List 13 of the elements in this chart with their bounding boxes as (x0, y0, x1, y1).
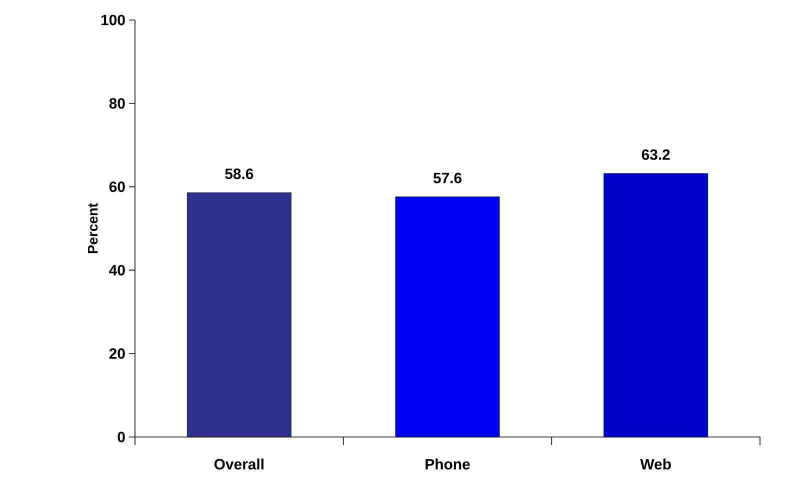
data-label: 57.6 (433, 172, 462, 184)
data-label: 63.2 (642, 149, 670, 160)
y-tick-label: 60 (109, 182, 125, 192)
y-tick-label: 80 (109, 98, 125, 109)
y-tick-label: 0 (118, 432, 125, 442)
y-tick-label: 40 (109, 264, 125, 276)
y-tick-label: 100 (101, 14, 125, 26)
x-tick-label: Phone (426, 458, 470, 470)
data-label: 58.6 (225, 168, 254, 180)
y-tick-label: 20 (109, 348, 125, 359)
x-tick-label: Overall (214, 458, 264, 470)
y-axis-title: Percent (88, 203, 98, 254)
x-tick-label: Web (640, 458, 671, 470)
